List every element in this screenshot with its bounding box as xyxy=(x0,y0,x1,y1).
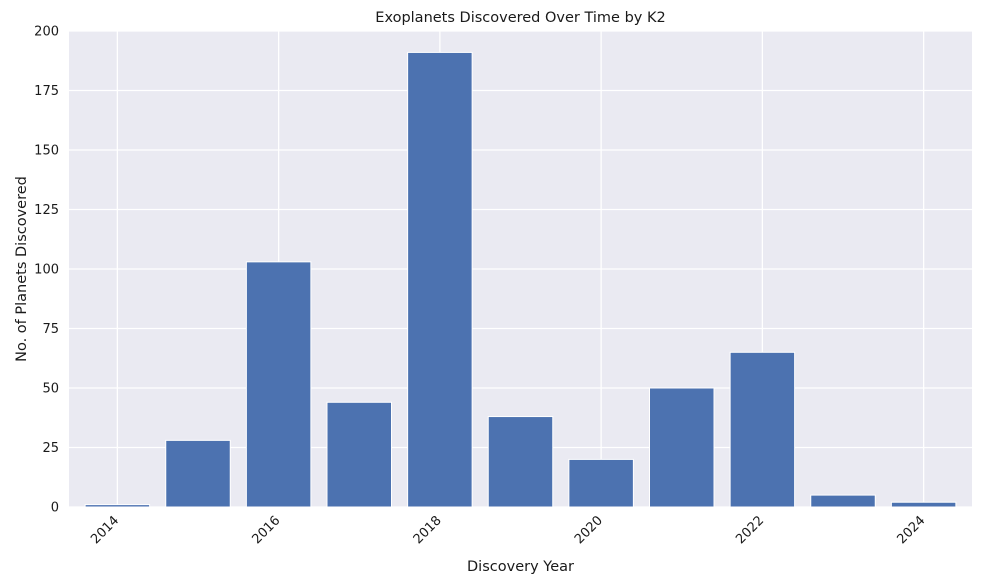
y-axis-title: No. of Planets Discovered xyxy=(14,176,30,362)
x-tick-label: 2024 xyxy=(894,513,928,547)
bar-2024 xyxy=(890,501,957,508)
bar-2014 xyxy=(84,504,151,508)
x-tick-label: 2018 xyxy=(411,513,445,547)
chart-title: Exoplanets Discovered Over Time by K2 xyxy=(375,10,665,26)
bar-2015 xyxy=(165,439,231,508)
bar-2017 xyxy=(326,401,392,508)
y-tick-label: 75 xyxy=(42,322,59,337)
x-tick-label: 2022 xyxy=(733,513,767,547)
y-tick-label: 50 xyxy=(42,382,59,397)
y-tick-label: 150 xyxy=(34,144,59,159)
bar-2016 xyxy=(245,261,312,508)
y-tick-label: 100 xyxy=(34,263,59,278)
y-tick-labels: 0 25 50 75 100 125 150 175 200 xyxy=(34,25,59,516)
x-tick-label: 2020 xyxy=(572,513,606,547)
x-tick-label: 2016 xyxy=(249,513,283,547)
y-tick-label: 25 xyxy=(42,441,59,456)
y-tick-label: 0 xyxy=(51,501,59,516)
bar-2019 xyxy=(487,416,554,508)
bar-2020 xyxy=(568,458,634,508)
y-tick-label: 125 xyxy=(34,203,59,218)
bar-2023 xyxy=(810,494,876,508)
y-tick-label: 200 xyxy=(34,25,59,40)
x-tick-label: 2014 xyxy=(88,513,122,547)
x-tick-labels: 2014 2016 2018 2020 2022 2024 xyxy=(88,513,928,547)
bar-2021 xyxy=(649,387,715,508)
bars xyxy=(84,51,957,508)
bar-2022 xyxy=(729,351,796,508)
x-axis-title: Discovery Year xyxy=(467,559,574,575)
y-tick-label: 175 xyxy=(34,84,59,99)
bar-2018 xyxy=(407,51,473,508)
